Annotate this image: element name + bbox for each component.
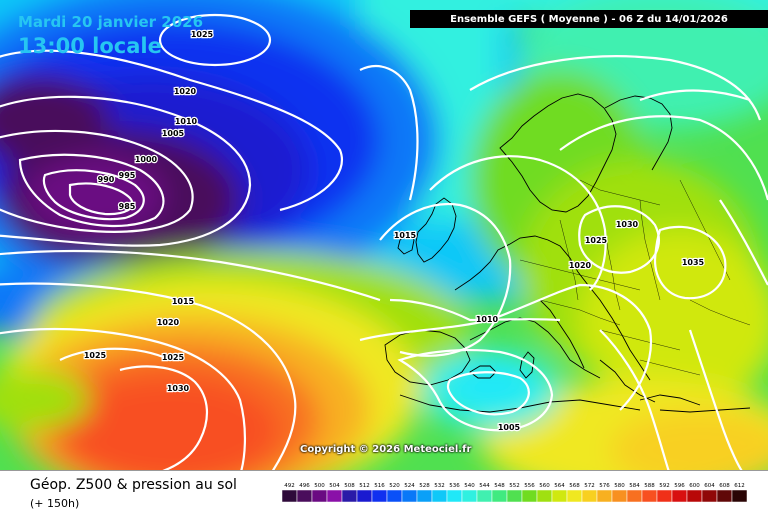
color-scale-label: 536 <box>449 483 460 489</box>
isobar-label: 1035 <box>682 258 705 267</box>
color-scale-label: 500 <box>314 483 325 489</box>
color-scale-swatch <box>401 489 418 503</box>
forecast-date: Mardi 20 janvier 2026 <box>18 13 204 31</box>
color-scale-label: 552 <box>509 483 520 489</box>
color-scale-label: 492 <box>284 483 295 489</box>
color-scale-swatch <box>491 489 508 503</box>
color-scale-swatch <box>431 489 448 503</box>
color-scale-swatch <box>551 489 568 503</box>
isobar-label: 1030 <box>167 384 190 393</box>
isobar-label: 1025 <box>585 236 608 245</box>
color-scale-label: 588 <box>644 483 655 489</box>
color-scale-label: 564 <box>554 483 565 489</box>
isobar-label: 1025 <box>191 30 214 39</box>
color-scale-labels: 492 496 500 504 508 512 516 520 524 528 532 536 540 5… <box>284 483 745 489</box>
color-scale-label: 528 <box>419 483 430 489</box>
color-scale-swatch <box>596 489 613 503</box>
color-scale-label: 524 <box>404 483 415 489</box>
color-scale-label: 544 <box>479 483 490 489</box>
lead-time: (+ 150h) <box>30 497 80 510</box>
color-scale-swatch <box>731 489 748 503</box>
geopotential-map: 1025 1020 1010 1005 1000 995 990 985 1015 1015 102… <box>0 0 768 470</box>
color-scale-swatch <box>566 489 583 503</box>
color-scale-swatch <box>716 489 733 503</box>
color-scale-swatch <box>521 489 538 503</box>
color-scale-label: 560 <box>539 483 550 489</box>
color-scale-label: 576 <box>599 483 610 489</box>
color-scale-label: 568 <box>569 483 580 489</box>
color-scale-label: 508 <box>344 483 355 489</box>
isobar-labels: 1025 1020 1010 1005 1000 995 990 985 1015 1015 102… <box>83 29 706 434</box>
color-scale-swatch <box>326 489 343 503</box>
color-scale-label: 520 <box>389 483 400 489</box>
color-scale-swatch <box>282 489 298 503</box>
isobar-label: 1025 <box>84 351 107 360</box>
color-scale-swatch <box>311 489 328 503</box>
isobar-label: 1005 <box>498 423 521 432</box>
color-scale: 492 496 500 504 508 512 516 520 524 528 532 536 540 5… <box>282 483 748 503</box>
copyright-notice: Copyright © 2026 Meteociel.fr <box>300 444 472 455</box>
isobar-label: 1025 <box>162 353 185 362</box>
color-scale-swatch <box>416 489 433 503</box>
isobar-label: 1020 <box>174 87 197 96</box>
isobar-label: 990 <box>98 175 115 184</box>
isobar-label: 1000 <box>135 155 158 164</box>
isobar-label: 1015 <box>172 297 195 306</box>
color-scale-label: 504 <box>329 483 340 489</box>
country-borders <box>519 179 751 376</box>
map-canvas: 1025 1020 1010 1005 1000 995 990 985 1015 1015 102… <box>0 0 768 470</box>
isobar-label: 1020 <box>157 318 180 327</box>
color-scale-swatch <box>386 489 403 503</box>
color-scale-swatch <box>371 489 388 503</box>
color-scale-swatch <box>356 489 373 503</box>
color-scale-label: 592 <box>659 483 670 489</box>
color-scale-label: 580 <box>614 483 625 489</box>
field-title: Géop. Z500 & pression au sol <box>30 477 237 493</box>
color-scale-label: 556 <box>524 483 535 489</box>
color-scale-label: 532 <box>434 483 445 489</box>
color-scale-swatch <box>296 489 313 503</box>
color-scale-swatch <box>536 489 553 503</box>
color-scale-label: 608 <box>719 483 730 489</box>
color-scale-swatches <box>282 489 748 503</box>
isobar-label: 1030 <box>616 220 639 229</box>
color-scale-label: 540 <box>464 483 475 489</box>
isobar-label: 995 <box>119 171 136 180</box>
color-scale-label: 604 <box>704 483 715 489</box>
isobars <box>0 13 768 470</box>
color-scale-swatch <box>656 489 673 503</box>
color-scale-swatch <box>701 489 718 503</box>
model-run-banner: Ensemble GEFS ( Moyenne ) - 06 Z du 14/0… <box>410 10 768 28</box>
color-scale-label: 512 <box>359 483 370 489</box>
isobar-label: 1005 <box>162 129 185 138</box>
color-scale-swatch <box>581 489 598 503</box>
color-scale-swatch <box>611 489 628 503</box>
color-scale-label: 612 <box>734 483 745 489</box>
color-scale-swatch <box>686 489 703 503</box>
isobar-label: 1020 <box>569 261 592 270</box>
color-scale-swatch <box>446 489 463 503</box>
color-scale-label: 516 <box>374 483 385 489</box>
isobar-label: 985 <box>119 202 136 211</box>
color-scale-label: 600 <box>689 483 700 489</box>
isobar-label: 1010 <box>476 315 499 324</box>
color-scale-swatch <box>626 489 643 503</box>
isobar-label: 1015 <box>394 231 417 240</box>
color-scale-swatch <box>506 489 523 503</box>
color-scale-label: 584 <box>629 483 640 489</box>
isobar-label: 1010 <box>175 117 198 126</box>
forecast-local-time: 13:00 locale <box>18 34 162 58</box>
color-scale-swatch <box>341 489 358 503</box>
color-scale-label: 496 <box>299 483 310 489</box>
color-scale-swatch <box>461 489 478 503</box>
color-scale-label: 548 <box>494 483 505 489</box>
color-scale-swatch <box>476 489 493 503</box>
color-scale-label: 596 <box>674 483 685 489</box>
color-scale-label: 572 <box>584 483 595 489</box>
model-run-text: Ensemble GEFS ( Moyenne ) - 06 Z du 14/0… <box>450 13 728 25</box>
color-scale-swatch <box>671 489 688 503</box>
color-scale-swatch <box>641 489 658 503</box>
